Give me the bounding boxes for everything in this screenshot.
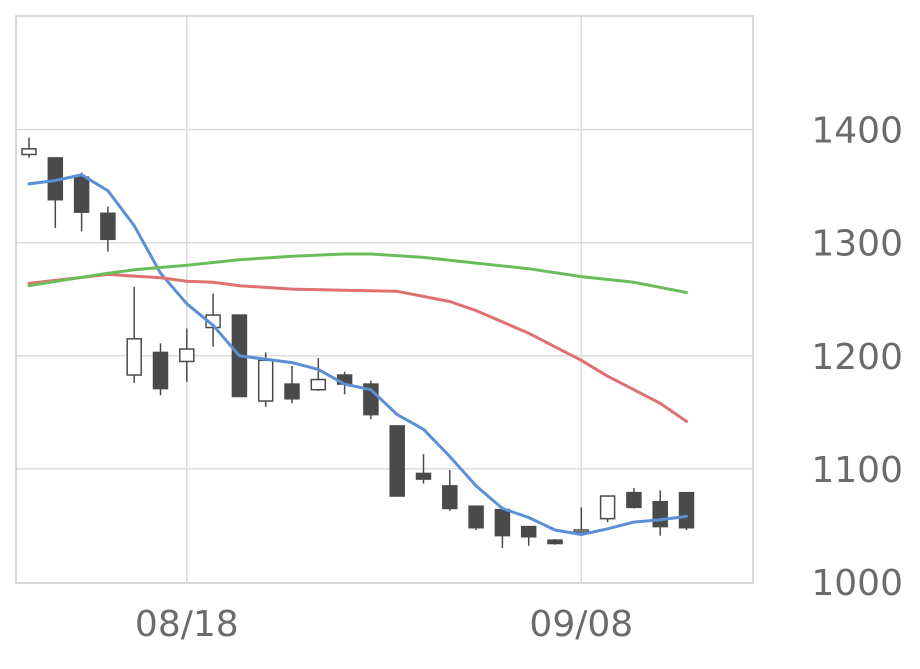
- candle-body-up: [126, 338, 142, 376]
- y-tick-label-1100: 1100: [811, 450, 903, 491]
- candle-body-down: [626, 491, 642, 509]
- candle-5: [152, 343, 169, 396]
- long-ma-line: [27, 252, 688, 294]
- candle-body-up: [179, 348, 195, 363]
- candle-13: [363, 380, 379, 420]
- candle-body-down: [520, 525, 537, 538]
- candle-14: [389, 425, 405, 497]
- candle-20: [547, 539, 563, 545]
- y-tick-label-1200: 1200: [811, 337, 903, 378]
- candle-18: [494, 506, 511, 549]
- candle-17: [468, 505, 484, 530]
- x-tick-label-09-08: 09/08: [529, 604, 633, 645]
- candle-0: [21, 137, 37, 158]
- candle-23: [626, 488, 642, 509]
- candle-4: [126, 286, 142, 383]
- plot-border: [15, 15, 754, 584]
- candle-body-down: [678, 491, 695, 529]
- candle-11: [310, 358, 327, 391]
- candle-22: [599, 495, 616, 523]
- candle-25: [678, 491, 695, 530]
- candle-3: [100, 206, 116, 252]
- candle-19: [520, 525, 537, 546]
- candle-15: [415, 454, 432, 484]
- x-tick-label-08-18: 08/18: [135, 604, 239, 645]
- candle-body-down: [284, 383, 300, 400]
- plot-frame: [15, 15, 754, 584]
- candle-body-up: [573, 529, 590, 533]
- candle-body-down: [652, 500, 668, 528]
- candle-body-down: [494, 508, 511, 537]
- candle-16: [442, 470, 458, 511]
- mid-ma-line: [27, 272, 688, 423]
- candle-21: [573, 507, 590, 533]
- y-tick-label-1300: 1300: [811, 224, 903, 265]
- y-axis-tick-labels: 1000 1100 1200 1300 1400: [811, 111, 903, 604]
- candle-body-down: [442, 485, 458, 510]
- candle-body-down: [100, 212, 116, 241]
- candle-body-down: [468, 505, 484, 529]
- short-ma-line: [27, 173, 688, 536]
- x-axis-tick-labels: 08/18 09/08: [135, 604, 633, 645]
- moving-average-lines: [27, 173, 688, 536]
- candle-2: [73, 172, 90, 232]
- candle-9: [257, 352, 274, 407]
- candle-body-up: [21, 148, 37, 156]
- candle-body-up: [310, 378, 327, 391]
- candle-body-up: [257, 359, 274, 402]
- candle-body-down: [547, 539, 563, 545]
- candle-body-down: [152, 351, 169, 390]
- candles: [21, 137, 695, 549]
- candle-10: [284, 365, 300, 404]
- candle-body-down: [415, 472, 432, 480]
- y-tick-label-1000: 1000: [811, 563, 903, 604]
- candle-1: [47, 157, 64, 228]
- candle-6: [179, 328, 195, 382]
- y-tick-label-1400: 1400: [811, 111, 903, 152]
- candle-body-down: [73, 176, 90, 213]
- candle-body-down: [389, 425, 405, 497]
- candle-body-up: [599, 495, 616, 520]
